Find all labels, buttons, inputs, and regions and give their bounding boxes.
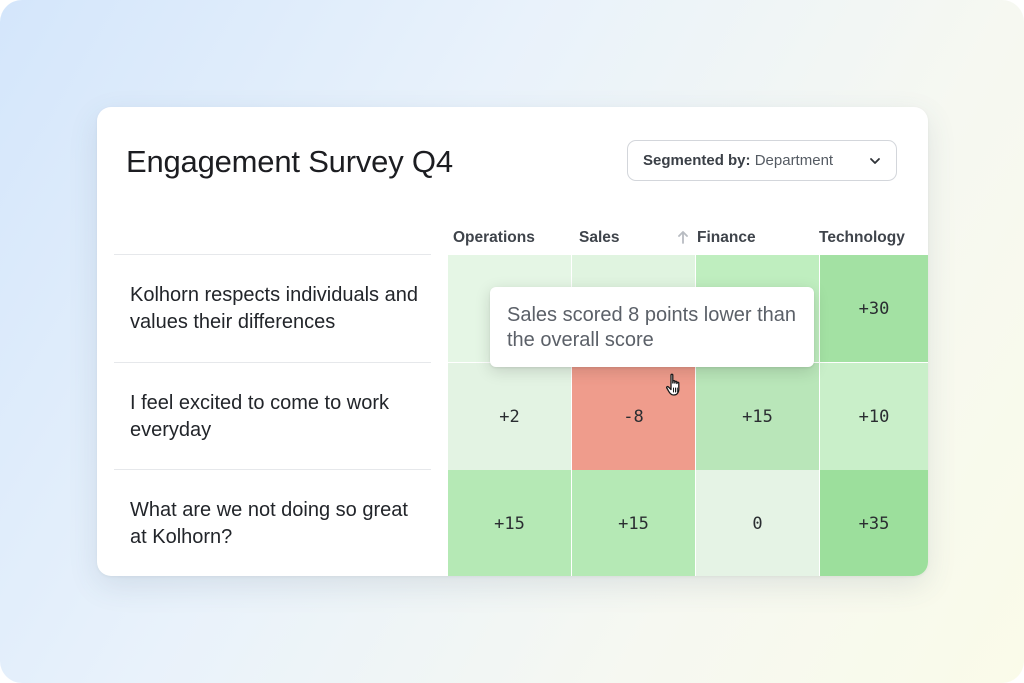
question-1: Kolhorn respects individuals and values … [130, 284, 418, 333]
heatmap-cell-r3-technology[interactable]: +35 [820, 470, 928, 576]
column-header-sales[interactable]: Sales [579, 229, 620, 246]
chevron-down-icon [870, 158, 880, 164]
segment-dropdown[interactable]: Segmented by: Department [627, 140, 897, 181]
column-header-finance[interactable]: Finance [697, 229, 756, 246]
heatmap-cell-r2-finance[interactable]: +15 [696, 363, 819, 470]
question-2: I feel excited to come to work everyday [130, 392, 390, 441]
segment-value: Department [754, 152, 834, 169]
heatmap-cell-r3-finance[interactable]: 0 [696, 470, 819, 576]
heatmap-cell-r3-sales[interactable]: +15 [572, 470, 695, 576]
survey-card: Engagement Survey Q4 Segmented by: Depar… [97, 107, 928, 576]
row-divider [114, 469, 431, 470]
heatmap-cell-r1-technology[interactable]: +30 [820, 255, 928, 362]
row-divider [114, 254, 431, 255]
arrow-up-icon[interactable] [677, 231, 689, 244]
page-title: Engagement Survey Q4 [126, 144, 453, 179]
column-header-operations[interactable]: Operations [453, 229, 535, 246]
segment-label: Segmented by: [643, 152, 751, 169]
heatmap-cell-r3-operations[interactable]: +15 [448, 470, 571, 576]
hand-pointer-icon [666, 373, 680, 396]
question-3: What are we not doing so great at Kolhor… [130, 499, 408, 548]
heatmap-cell-r2-technology[interactable]: +10 [820, 363, 928, 470]
column-header-technology[interactable]: Technology [819, 229, 905, 246]
heatmap-cell-r2-operations[interactable]: +2 [448, 363, 571, 470]
tooltip: Sales scored 8 points lower than the ove… [490, 287, 814, 367]
row-divider [114, 362, 431, 363]
